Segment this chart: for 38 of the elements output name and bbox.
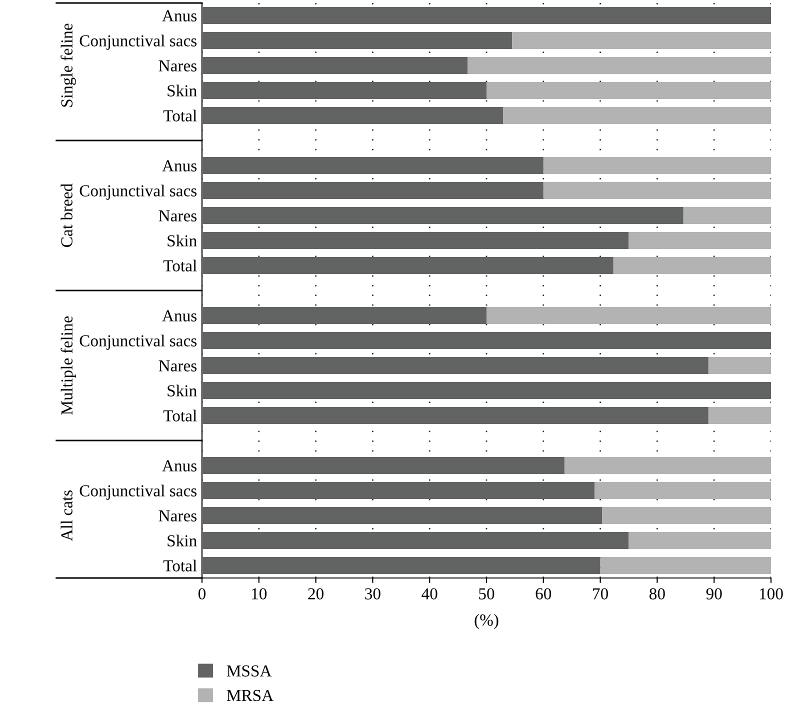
x-tick-label: 40 [422, 588, 438, 600]
y-tick-label: Anus [162, 10, 197, 22]
y-tick-label: Total [163, 110, 197, 122]
y-tick-label: Anus [162, 160, 197, 172]
x-tick-label: 90 [706, 588, 722, 600]
y-tick-label: Anus [162, 310, 197, 322]
y-tick-label: Total [163, 560, 197, 572]
x-tick-label: 50 [479, 588, 494, 600]
x-tick-label: 60 [536, 588, 552, 600]
y-tick-label: Nares [158, 60, 197, 72]
y-tick-label: Conjunctival sacs [80, 184, 197, 200]
legend-label: MSSA [226, 665, 272, 677]
y-tick-label: Conjunctival sacs [80, 334, 197, 350]
legend-label: MRSA [226, 690, 274, 702]
y-tick-label: Total [163, 410, 197, 422]
y-tick-label: Nares [158, 210, 197, 222]
x-tick-label: 80 [650, 588, 665, 600]
x-tick-label: 20 [308, 588, 324, 600]
y-tick-label: Total [163, 260, 197, 272]
text: Cat breed [60, 184, 72, 247]
y-tick-label: Nares [158, 510, 197, 522]
y-tick-label: Skin [168, 84, 197, 96]
y-tick-label: Conjunctival sacs [80, 34, 197, 50]
y-tick-label: Skin [168, 234, 197, 246]
y-tick-label: Skin [168, 534, 197, 546]
text: All cats [60, 490, 72, 542]
y-tick-label: Anus [162, 460, 197, 472]
x-tick-label: 30 [365, 588, 380, 600]
x-tick-label: 0 [198, 588, 206, 600]
x-axis-title: (%) [474, 614, 498, 630]
x-tick-label: 10 [252, 588, 267, 600]
text: Multiple feline [60, 316, 76, 415]
x-tick-label: 100 [760, 588, 783, 600]
y-tick-label: Skin [168, 384, 197, 396]
x-tick-label: 70 [593, 588, 608, 600]
text: Single feline [60, 24, 76, 107]
y-tick-label: Nares [158, 360, 197, 372]
y-tick-label: Conjunctival sacs [80, 484, 197, 500]
